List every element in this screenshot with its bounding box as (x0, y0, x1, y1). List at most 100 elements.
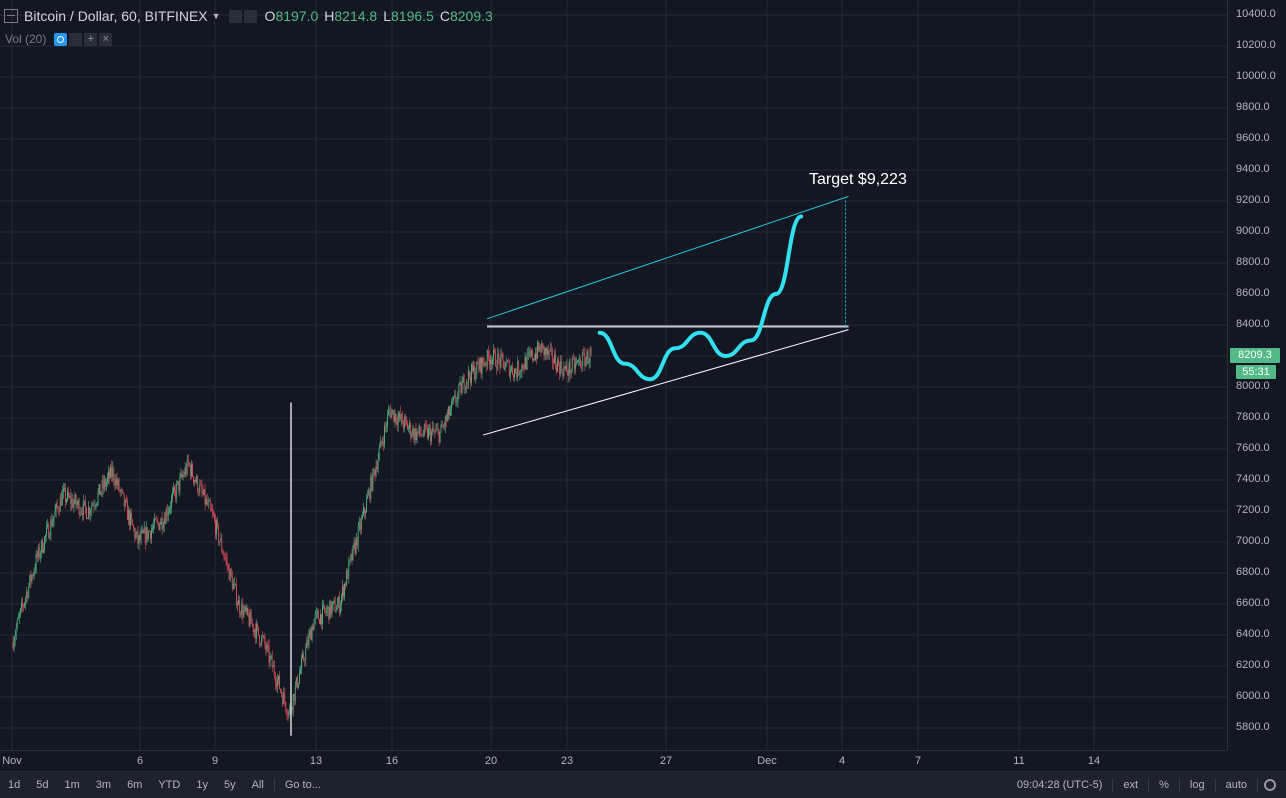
auto-toggle[interactable]: auto (1225, 779, 1247, 791)
candle (232, 578, 234, 590)
candle (14, 630, 16, 647)
candle (506, 359, 508, 364)
candle (108, 465, 109, 485)
candle (397, 410, 399, 433)
range-5y-button[interactable]: 5y (223, 779, 236, 791)
candle (180, 467, 182, 479)
candle (466, 381, 468, 390)
candle (353, 537, 355, 550)
projection-path[interactable] (597, 214, 804, 382)
percent-toggle[interactable]: % (1159, 779, 1169, 791)
candle (166, 504, 168, 522)
candle (222, 548, 224, 555)
candle (450, 405, 451, 416)
candle (156, 515, 158, 524)
candle (161, 512, 163, 536)
candle (417, 431, 419, 436)
candle (165, 506, 167, 524)
settings-icon[interactable] (228, 9, 242, 23)
candle (110, 464, 111, 479)
upper-channel-line[interactable] (486, 195, 849, 320)
gear-icon[interactable] (1264, 779, 1276, 791)
candle (269, 652, 271, 667)
remove-icon[interactable] (243, 9, 257, 23)
candle (206, 493, 208, 506)
candle (260, 642, 262, 648)
drawings (290, 195, 849, 736)
candle (549, 342, 551, 352)
candle (541, 340, 543, 353)
candle (95, 503, 97, 511)
range-3m-button[interactable]: 3m (95, 779, 112, 791)
candle (331, 600, 333, 618)
candle (546, 346, 548, 360)
candle (261, 634, 263, 647)
candle (354, 539, 356, 557)
range-6m-button[interactable]: 6m (127, 779, 143, 791)
candle (442, 423, 444, 430)
time-axis[interactable]: Nov 6 9 13 16 20 23 27 Dec 4 7 11 14 (0, 750, 1227, 772)
candle (176, 480, 178, 504)
price-axis[interactable]: 10400.0 10200.0 10000.0 9800.0 9600.0 9400.0 9… (1227, 0, 1286, 750)
candle (416, 428, 418, 444)
settings-icon[interactable] (69, 32, 83, 46)
range-1y-button[interactable]: 1y (196, 779, 208, 791)
collapse-icon[interactable] (4, 9, 18, 23)
candle (134, 526, 136, 543)
plus-icon[interactable]: + (84, 32, 98, 46)
chevron-down-icon[interactable]: ▼ (211, 11, 221, 21)
candle (481, 357, 483, 380)
candle (484, 360, 486, 367)
candle (152, 523, 153, 533)
range-ytd-button[interactable]: YTD (158, 779, 181, 791)
support-line[interactable] (482, 329, 849, 436)
price-chart[interactable] (0, 0, 1227, 750)
candle (22, 596, 23, 613)
candle (407, 420, 408, 430)
candle (167, 506, 169, 522)
candle (388, 404, 390, 416)
candle (46, 520, 47, 542)
candle (125, 494, 127, 503)
close-icon[interactable]: × (99, 32, 113, 46)
candle (254, 623, 256, 644)
price-tick-label: 6600.0 (1236, 597, 1270, 609)
price-tick-label: 9000.0 (1236, 225, 1270, 237)
clock-readout: 09:04:28 (UTC-5) (1016, 779, 1103, 791)
candle (104, 476, 106, 490)
log-toggle[interactable]: log (1189, 779, 1205, 791)
candle (342, 579, 343, 603)
range-1d-button[interactable]: 1d (8, 779, 21, 791)
candle (497, 347, 499, 372)
candle (427, 423, 428, 440)
range-all-button[interactable]: All (251, 779, 264, 791)
candle (482, 355, 484, 367)
candle (154, 512, 156, 530)
candle (491, 355, 492, 370)
candle (73, 498, 75, 513)
range-5d-button[interactable]: 5d (36, 779, 49, 791)
candle (461, 376, 463, 394)
candle (494, 347, 495, 355)
candle (327, 604, 329, 616)
goto-button[interactable]: Go to... (284, 779, 321, 791)
candle (389, 406, 391, 418)
candle (532, 358, 534, 362)
eye-icon[interactable] (54, 32, 68, 46)
candle (78, 498, 80, 519)
volume-indicator-label[interactable]: Vol (20) (5, 32, 47, 46)
candle (587, 347, 589, 364)
target-annotation[interactable]: Target $9,223 (809, 171, 907, 188)
candle (544, 346, 546, 361)
symbol-title[interactable]: Bitcoin / Dollar, 60, BITFINEX (24, 8, 208, 24)
candle (19, 607, 21, 619)
candle (148, 529, 150, 533)
candle (564, 365, 566, 371)
range-1m-button[interactable]: 1m (64, 779, 80, 791)
candle (351, 549, 353, 565)
candle (202, 484, 204, 497)
toolbar-divider (1112, 778, 1114, 792)
candle (294, 681, 296, 705)
ext-toggle[interactable]: ext (1123, 779, 1139, 791)
price-tick-label: 10400.0 (1236, 8, 1276, 20)
